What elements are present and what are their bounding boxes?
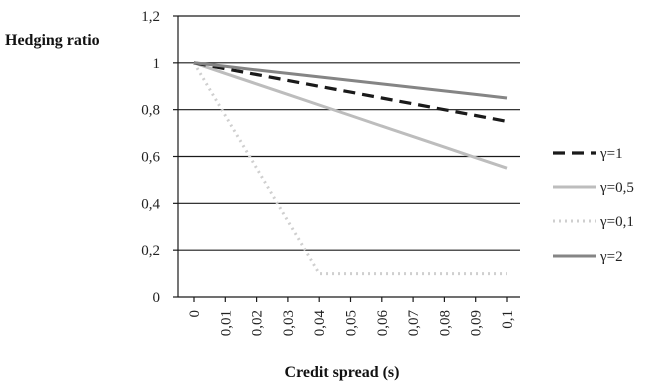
x-tick-label: 0,04 (312, 310, 328, 337)
x-tick-label: 0,03 (281, 310, 297, 336)
x-tick-label: 0,02 (250, 310, 266, 336)
y-tick-label: 1 (153, 56, 161, 72)
series-line-2 (192, 62, 507, 276)
series-line-3 (193, 61, 508, 100)
x-tick-label: 0,1 (500, 310, 516, 329)
series-line-1 (193, 61, 508, 170)
x-tick-label: 0,07 (406, 310, 422, 337)
y-tick-label: 0,8 (141, 103, 160, 119)
legend: γ=1 γ=0,5 γ=0,1 γ=2 (553, 146, 634, 265)
series-line-0 (193, 61, 508, 123)
x-tick-label: 0,09 (469, 310, 485, 336)
y-axis-title: Hedging ratio (5, 32, 100, 49)
axes (173, 15, 520, 302)
x-tick-labels: 0 0,01 0,02 0,03 0,04 0,05 0,06 0,07 0,08 0,09 0,1 (187, 310, 516, 337)
grid-lines (178, 15, 520, 251)
y-tick-labels: 0 0,2 0,4 0,6 0,8 1 1,2 (141, 9, 160, 306)
legend-label: γ=2 (599, 249, 623, 265)
x-axis-title: Credit spread (s) (285, 364, 400, 381)
legend-label: γ=1 (599, 146, 623, 162)
x-tick-label: 0,01 (218, 310, 234, 336)
y-tick-label: 0,2 (141, 243, 160, 259)
x-tick-label: 0,08 (437, 310, 453, 336)
y-tick-label: 0,4 (141, 196, 160, 212)
legend-label: γ=0,1 (599, 214, 634, 230)
legend-label: γ=0,5 (599, 180, 634, 196)
y-tick-label: 1,2 (141, 9, 160, 25)
y-tick-label: 0 (153, 290, 161, 306)
x-tick-label: 0,05 (344, 310, 360, 336)
x-tick-label: 0 (187, 310, 203, 318)
plot-series (192, 61, 508, 276)
y-tick-label: 0,6 (141, 150, 160, 166)
x-tick-label: 0,06 (375, 310, 391, 337)
